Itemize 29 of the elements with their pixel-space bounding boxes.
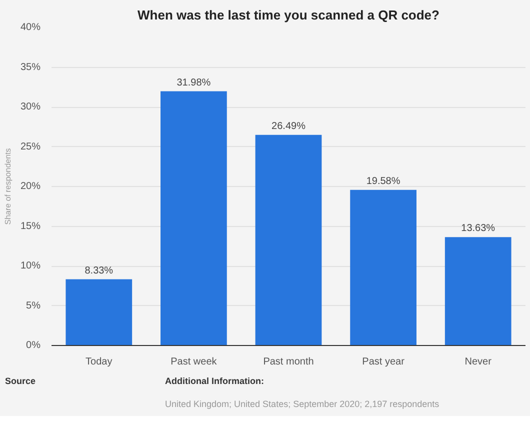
text: United Kingdom; United States; September 2020; 2,197 respondents: [165, 398, 440, 411]
x-tick-label: Past month: [263, 356, 314, 368]
y-tick-label: 10%: [20, 260, 41, 272]
data-label: 31.98%: [176, 77, 211, 88]
x-tick-label: Never: [464, 356, 492, 368]
y-axis-title: Share of respondents: [3, 148, 12, 225]
y-tick-label: 0%: [26, 340, 41, 351]
bar: [160, 91, 227, 346]
text: Source: [5, 375, 36, 388]
y-tick-label: 30%: [20, 102, 41, 112]
chart-title: When was the last time you scanned a QR code?: [138, 8, 440, 22]
x-tick-label: Past year: [362, 356, 406, 368]
data-label: 19.58%: [366, 176, 400, 187]
data-label: 26.49%: [272, 120, 306, 132]
data-label: 13.63%: [461, 223, 496, 234]
y-tick-label: 25%: [20, 141, 41, 152]
bar: [255, 134, 322, 346]
y-tick-label: 15%: [20, 220, 41, 232]
bar: [66, 279, 132, 346]
y-tick-label: 40%: [20, 22, 41, 33]
x-tick-label: Today: [86, 356, 112, 368]
text: Additional Information:: [165, 375, 264, 388]
y-tick-label: 20%: [20, 181, 41, 192]
y-tick-label: 35%: [20, 62, 41, 73]
data-label: 8.33%: [84, 265, 114, 276]
x-tick-label: Past week: [170, 356, 218, 368]
bar: [444, 237, 512, 346]
bar: [350, 190, 416, 346]
y-tick-label: 5%: [26, 300, 41, 312]
